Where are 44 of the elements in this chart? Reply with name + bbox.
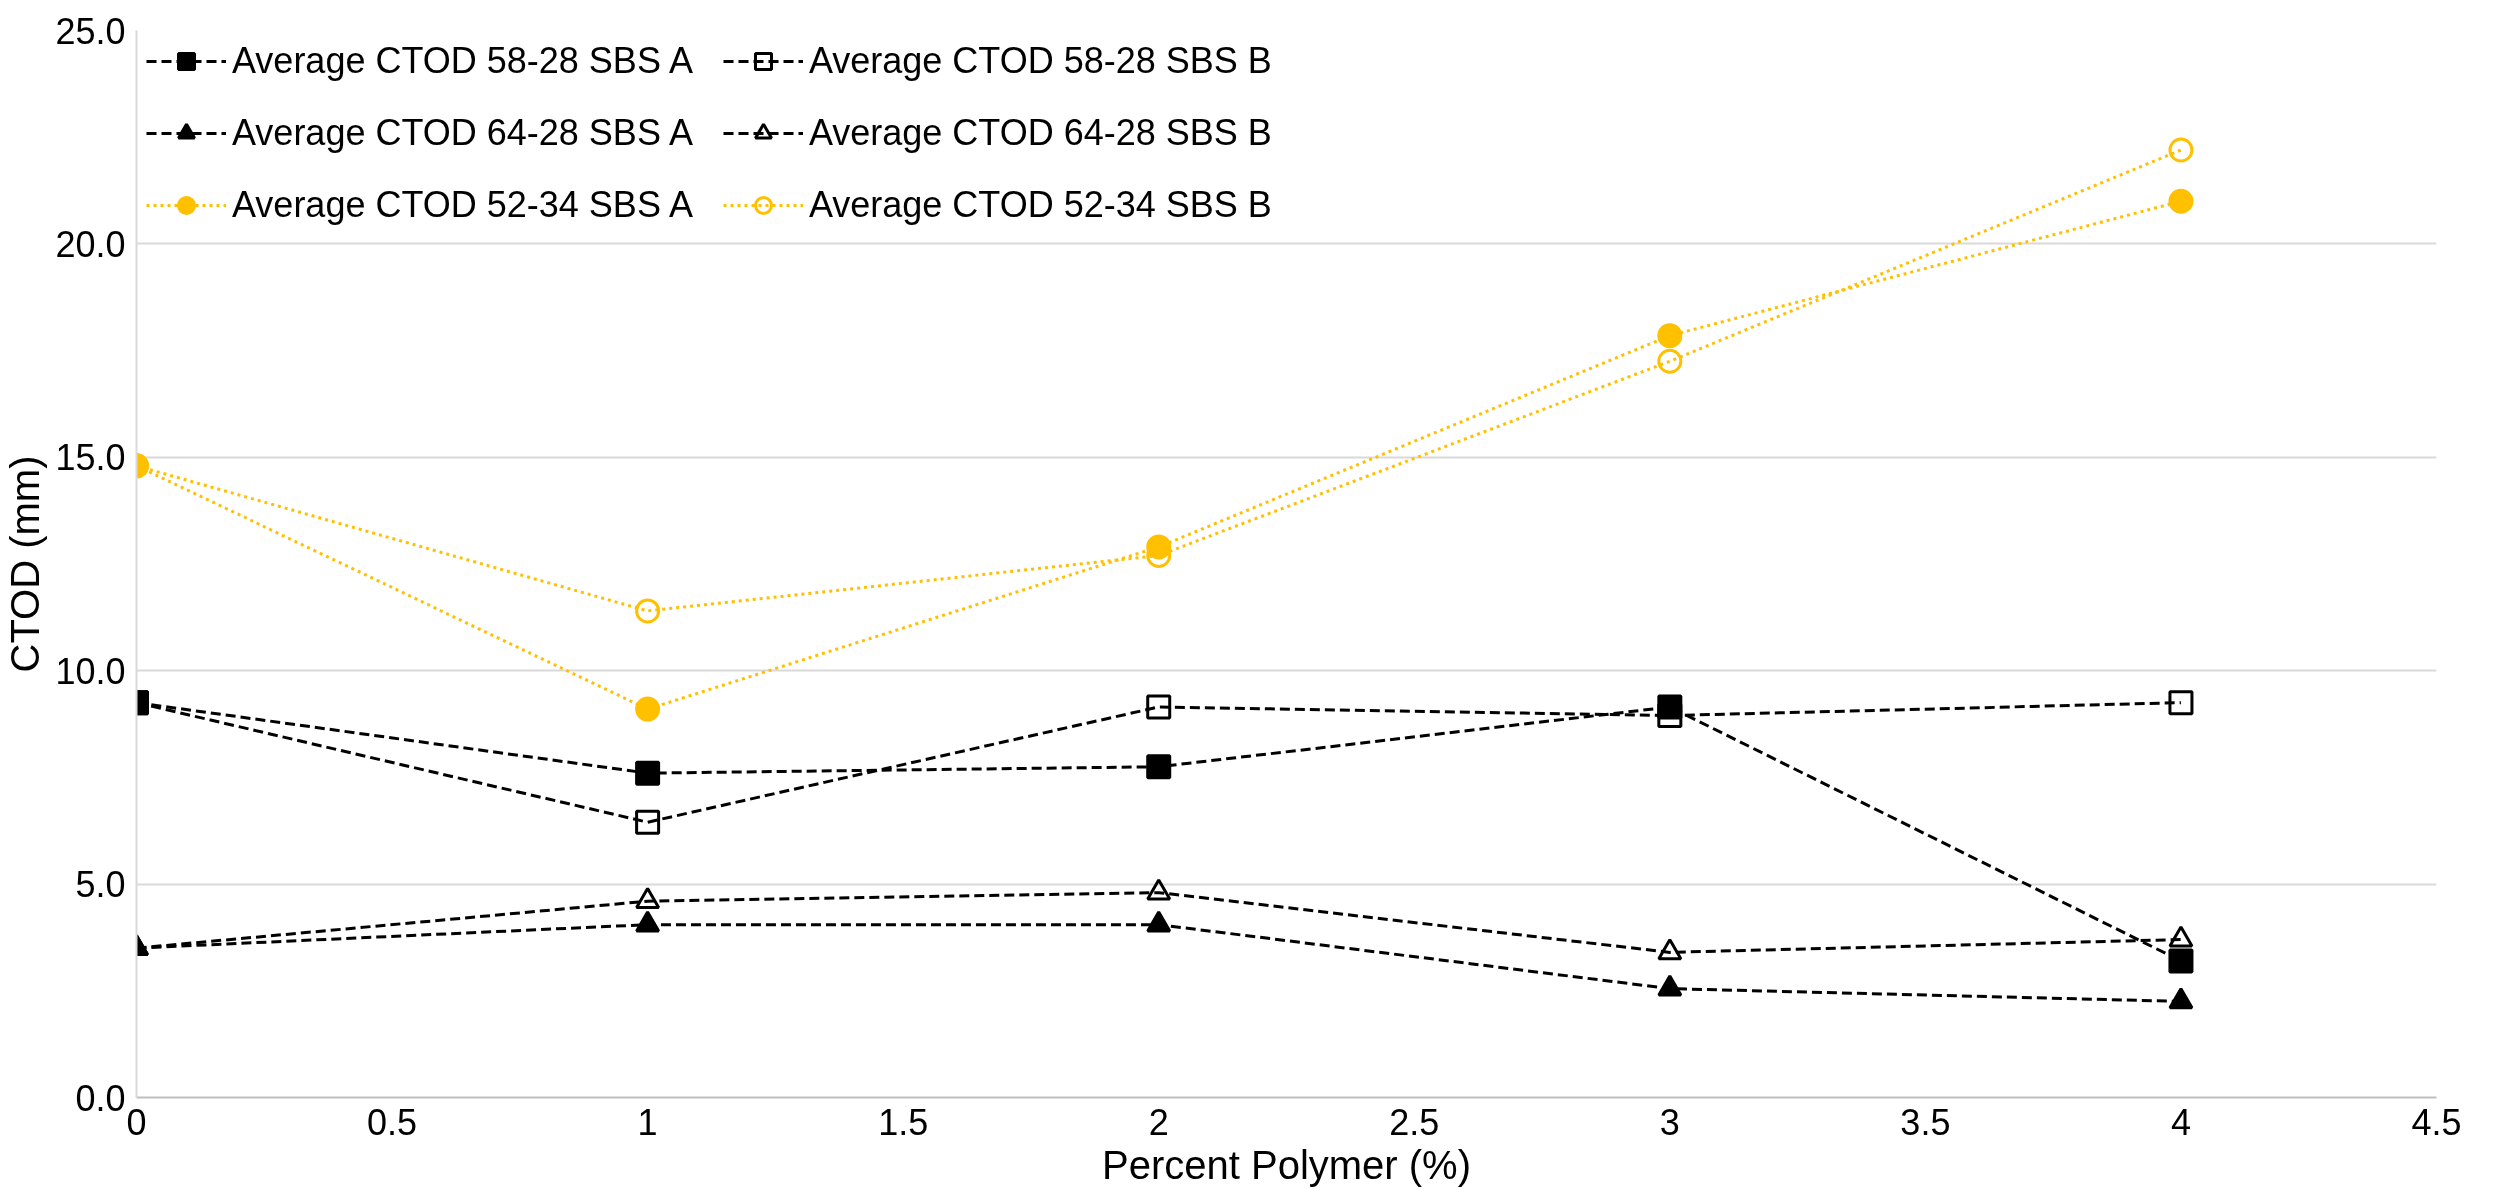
y-tick-label: 20.0 — [55, 223, 126, 265]
x-tick-label: 2 — [1148, 1101, 1169, 1143]
point — [1146, 878, 1172, 901]
legend-label: Average CTOD 52-34 SBS A — [232, 184, 693, 226]
x-tick-label: 3 — [1659, 1101, 1680, 1143]
point — [635, 598, 661, 624]
point — [635, 910, 661, 933]
point — [1657, 348, 1683, 374]
point — [1146, 754, 1172, 780]
point — [1657, 323, 1683, 349]
point — [2168, 925, 2194, 948]
legend-label: Average CTOD 58-28 SBS B — [808, 40, 1272, 82]
legend-label: Average CTOD 64-28 SBS A — [232, 112, 693, 154]
legend-label: Average CTOD 58-28 SBS A — [232, 40, 693, 82]
point — [635, 809, 661, 835]
legend-label: Average CTOD 64-28 SBS B — [808, 112, 1272, 154]
x-tick-label: 0 — [126, 1101, 147, 1143]
point — [635, 886, 661, 910]
x-tick-label: 4.5 — [2411, 1101, 2462, 1143]
point — [1146, 910, 1172, 933]
point — [1146, 694, 1172, 720]
x-axis-title: Percent Polymer (%) — [1102, 1142, 1471, 1187]
x-tick-label: 4 — [2170, 1101, 2191, 1143]
legend-label: Average CTOD 52-34 SBS B — [808, 184, 1272, 226]
point — [2168, 690, 2194, 716]
x-tick-label: 3.5 — [1900, 1101, 1951, 1143]
y-tick-label: 25.0 — [55, 10, 126, 52]
x-tick-label: 1.5 — [878, 1101, 929, 1143]
x-tick-label: 0.5 — [367, 1101, 418, 1143]
point — [1657, 974, 1683, 997]
point — [635, 760, 661, 786]
point — [635, 696, 661, 722]
y-tick-label: 10.0 — [55, 650, 126, 692]
point — [2168, 137, 2194, 163]
point — [2168, 987, 2194, 1010]
x-tick-label: 1 — [637, 1101, 658, 1143]
point — [1657, 703, 1683, 729]
y-tick-label: 0.0 — [75, 1077, 126, 1119]
y-tick-label: 15.0 — [55, 437, 126, 479]
point — [2168, 188, 2194, 214]
x-tick-label: 2.5 — [1389, 1101, 1440, 1143]
y-axis-title: CTOD (mm) — [3, 455, 48, 673]
point — [1657, 938, 1683, 961]
y-tick-label: 5.0 — [75, 864, 126, 906]
